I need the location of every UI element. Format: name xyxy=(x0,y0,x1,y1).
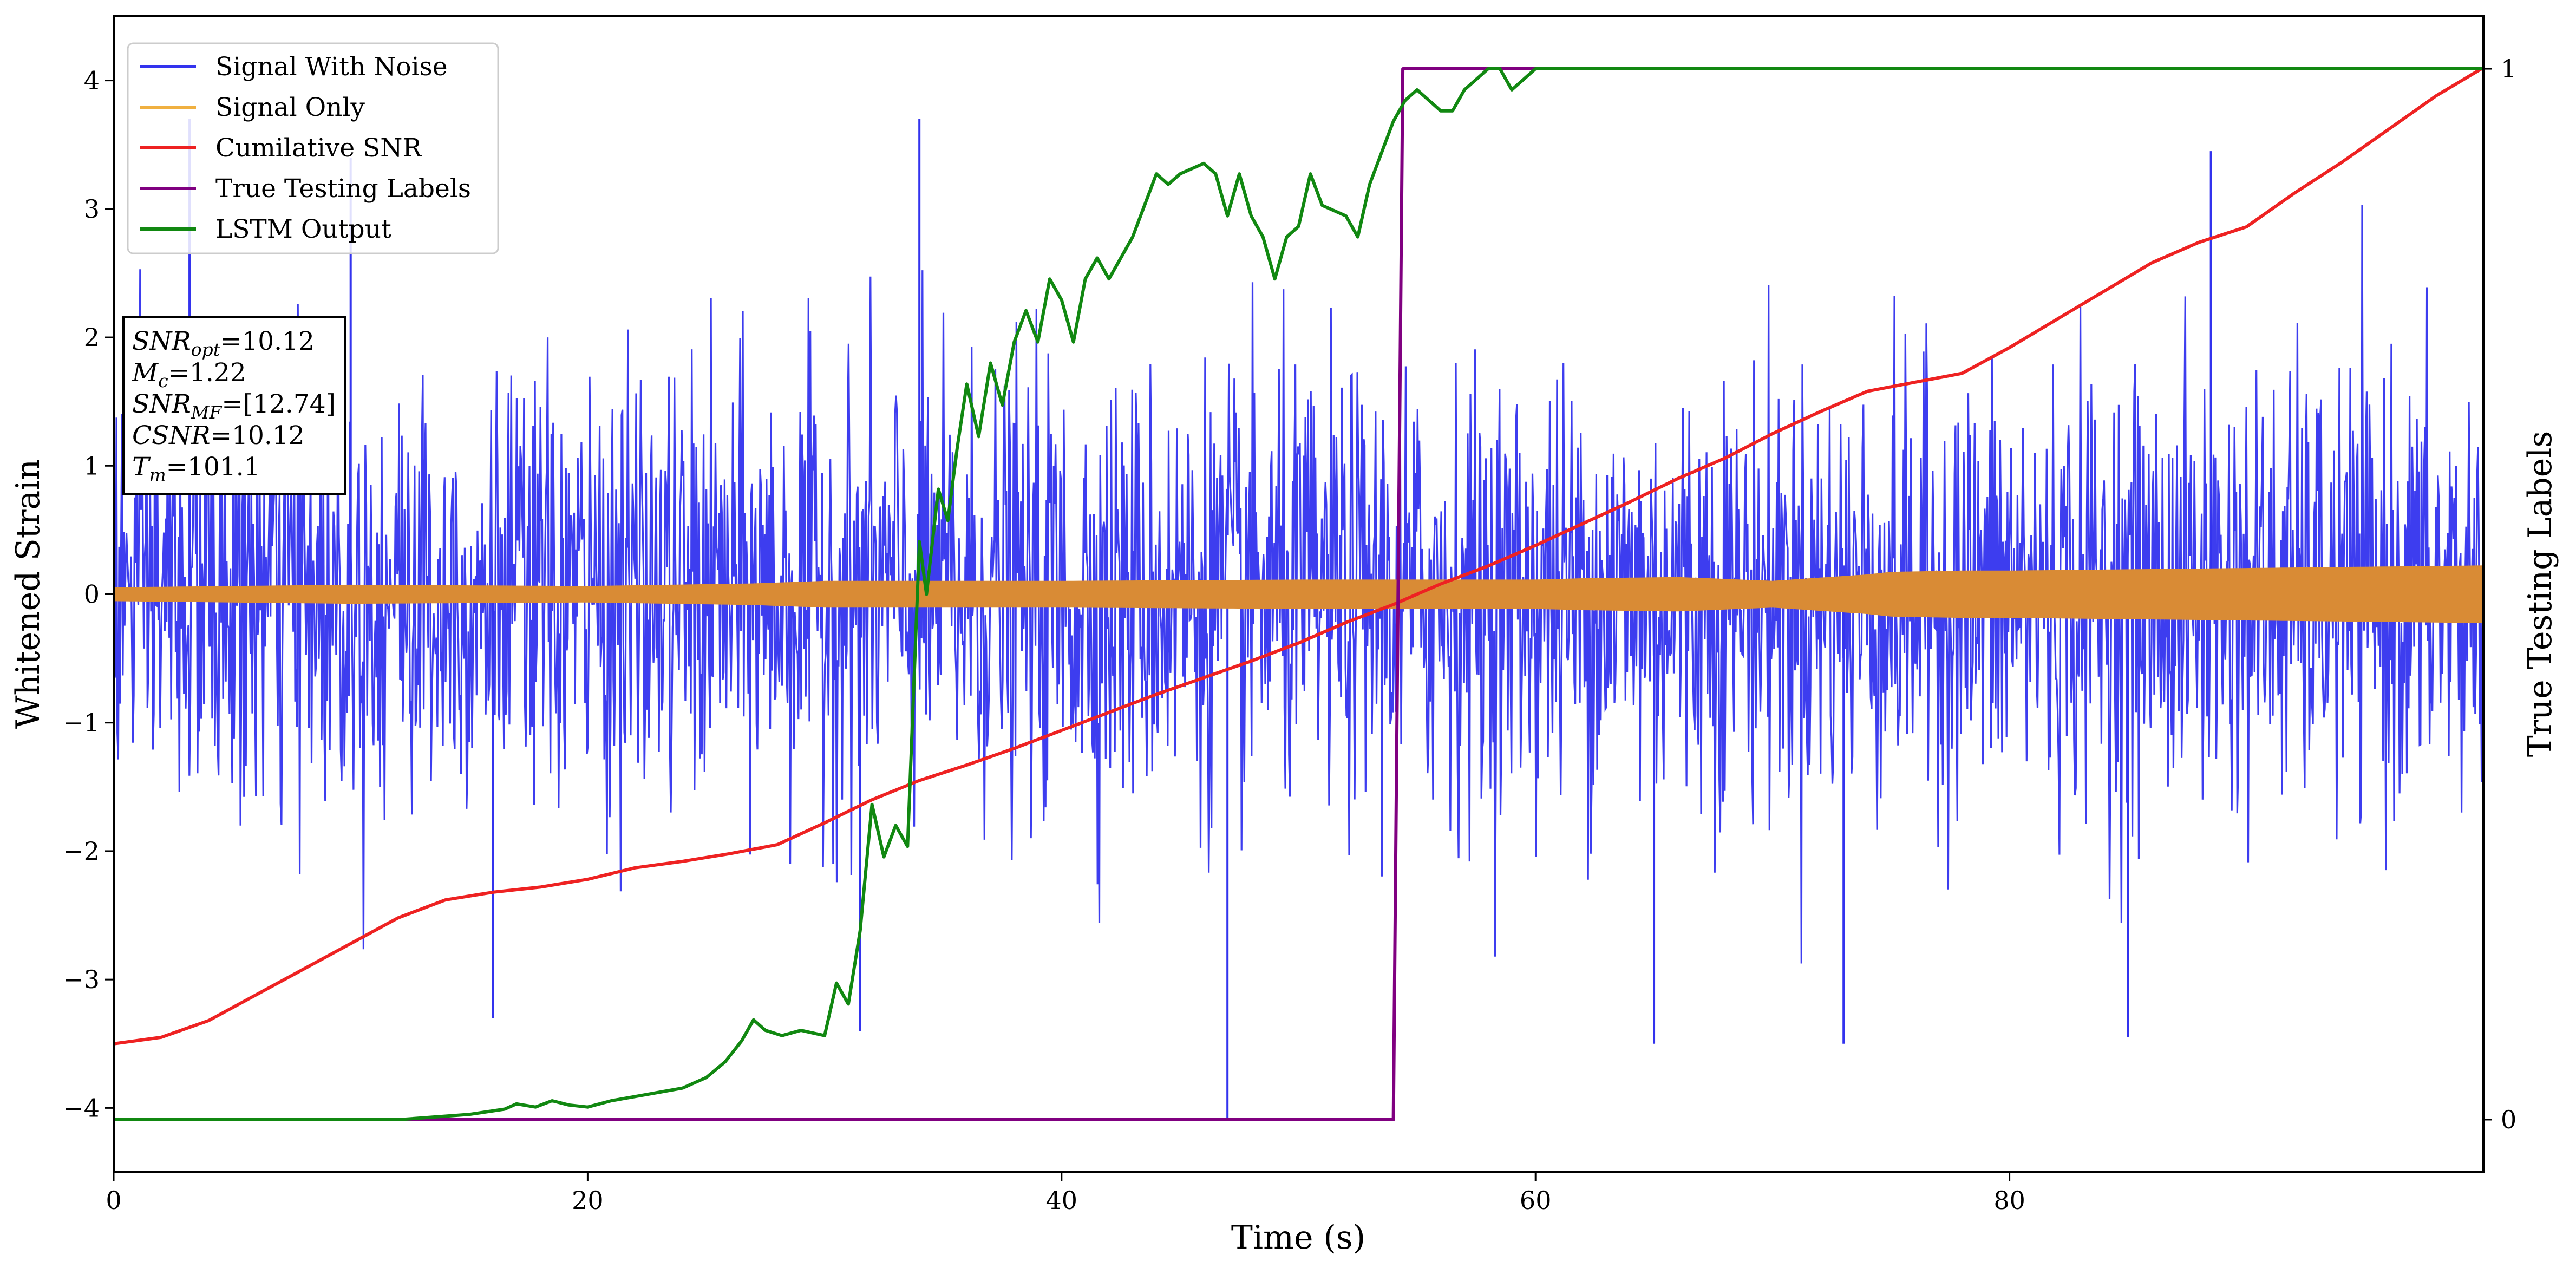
y-tick-label-2: 2 xyxy=(84,323,100,352)
x-tick-label-80: 80 xyxy=(1993,1186,2025,1215)
info-line-1: Mc=1.22 xyxy=(132,358,246,391)
legend-label-3: True Testing Labels xyxy=(215,174,471,204)
y-tick-label--3: −3 xyxy=(63,965,100,994)
info-line-4: Tm=101.1 xyxy=(132,452,260,486)
x-tick-label-60: 60 xyxy=(1520,1186,1552,1215)
series-lstm-output xyxy=(114,67,2483,1121)
y-tick-label--4: −4 xyxy=(63,1093,100,1122)
y-right-tick-label-1: 1 xyxy=(2501,54,2516,83)
info-line-0: SNRopt=10.12 xyxy=(132,326,315,360)
y-tick-label-0: 0 xyxy=(84,580,100,609)
y-axis-right-label: True Testing Labels xyxy=(2521,431,2559,757)
info-box-frame xyxy=(122,316,346,495)
info-box: SNRopt=10.12Mc=1.22SNRMF=[12.74]CSNR=10.… xyxy=(122,316,346,495)
x-tick-label-40: 40 xyxy=(1046,1186,1078,1215)
series-signal-only xyxy=(114,565,2483,623)
x-axis-label: Time (s) xyxy=(1231,1219,1365,1257)
y-tick-label--1: −1 xyxy=(63,708,100,737)
y-axis-label: Whitened Strain xyxy=(9,459,47,729)
legend-label-4: LSTM Output xyxy=(215,214,391,244)
legend-items: Signal With Noise Signal Only Cumilative S… xyxy=(140,52,471,244)
info-line-3: CSNR=10.12 xyxy=(132,421,305,450)
y-tick-label--2: −2 xyxy=(63,837,100,866)
series-cumilative-snr xyxy=(114,66,2483,1046)
y-right-tick-label-0: 0 xyxy=(2501,1105,2516,1134)
info-lines: SNRopt=10.12Mc=1.22SNRMF=[12.74]CSNR=10.… xyxy=(132,326,336,486)
series-signal-with-noise xyxy=(114,205,2483,964)
legend-label-1: Signal Only xyxy=(215,93,365,122)
series-layer xyxy=(114,66,2483,1121)
legend: Signal With Noise Signal Only Cumilative S… xyxy=(127,42,499,254)
y-tick-label-3: 3 xyxy=(84,194,100,224)
x-tick-label-20: 20 xyxy=(572,1186,604,1215)
legend-label-0: Signal With Noise xyxy=(215,52,448,82)
y-tick-label-1: 1 xyxy=(84,451,100,480)
legend-label-2: Cumilative SNR xyxy=(215,133,422,163)
legend-box xyxy=(127,42,499,254)
x-tick-label-0: 0 xyxy=(106,1186,121,1215)
info-line-2: SNRMF=[12.74] xyxy=(132,389,336,423)
y-tick-label-4: 4 xyxy=(84,66,100,95)
